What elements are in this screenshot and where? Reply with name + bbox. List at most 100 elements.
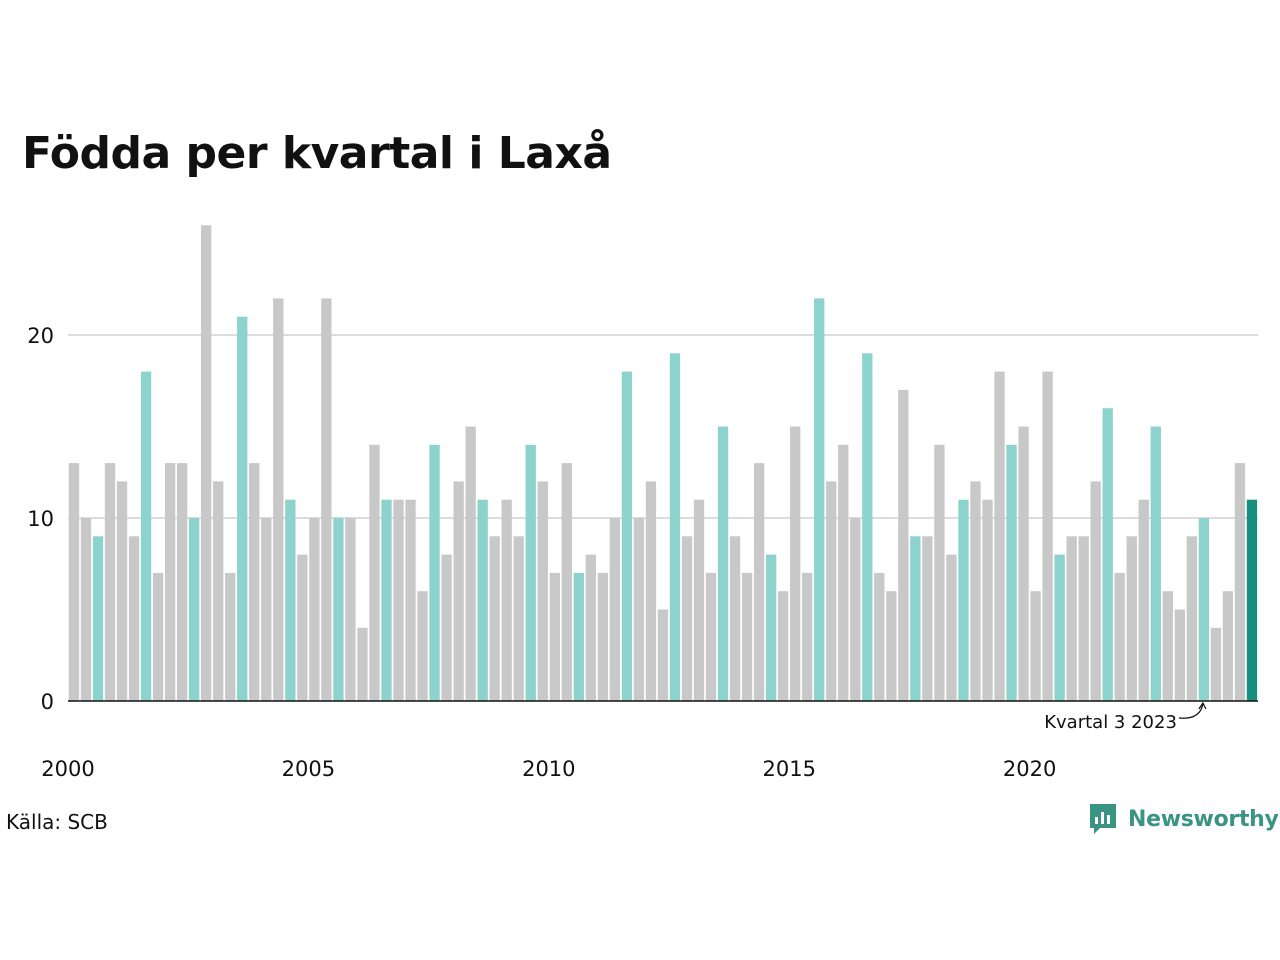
bar: [417, 591, 428, 701]
bar: [561, 463, 572, 701]
bar: [164, 463, 176, 701]
x-tick-label: 2010: [522, 757, 575, 781]
bar: [645, 481, 657, 701]
y-tick-label: 10: [27, 507, 54, 531]
bar: [1222, 591, 1234, 701]
bar: [597, 572, 609, 701]
chart-title: Födda per kvartal i Laxå: [22, 128, 612, 179]
bar: [225, 572, 236, 701]
bar: [357, 627, 368, 701]
bar: [693, 499, 705, 701]
bar-chart-speech-bubble-icon: [1090, 804, 1116, 834]
bar: [1246, 499, 1258, 701]
bar: [946, 554, 957, 701]
bar: [609, 518, 621, 701]
bar: [549, 572, 560, 701]
bar: [633, 518, 645, 701]
bar: [958, 499, 969, 701]
bar: [874, 572, 885, 701]
x-tick-label: 2005: [282, 757, 335, 781]
bar: [681, 536, 693, 701]
bar: [741, 572, 753, 701]
bar: [297, 554, 308, 701]
bar: [128, 536, 140, 701]
bar: [1186, 536, 1197, 701]
bar: [285, 499, 296, 701]
bar: [237, 316, 248, 701]
bar: [573, 572, 584, 701]
bar: [261, 518, 272, 701]
bar: [1078, 536, 1089, 701]
bar: [765, 554, 777, 701]
source-note: Källa: SCB: [6, 810, 108, 834]
bar: [585, 554, 596, 701]
bar: [537, 481, 548, 701]
bar: [1138, 499, 1149, 701]
bar: [862, 353, 873, 701]
bar: [345, 518, 356, 701]
bar: [405, 499, 416, 701]
bar: [213, 481, 224, 701]
bar: [68, 463, 80, 701]
y-axis: 0 10 20: [27, 324, 54, 714]
annotation-arrow: [1178, 701, 1207, 719]
bar: [669, 353, 681, 701]
annotation: Kvartal 3 2023: [1044, 701, 1207, 733]
bar: [1006, 444, 1017, 701]
bar: [80, 518, 92, 701]
bar: [838, 444, 849, 701]
bar: [273, 298, 284, 701]
bar: [1114, 572, 1125, 701]
bar: [441, 554, 452, 701]
bar: [513, 536, 524, 701]
bar: [994, 371, 1005, 701]
bar: [729, 536, 741, 701]
y-tick-label: 0: [41, 690, 54, 714]
bar: [826, 481, 837, 701]
bar: [1162, 591, 1173, 701]
bar-chart: 0 10 20 2000 2005 2010 2015 2020 Kvartal 3 202…: [27, 225, 1258, 781]
bar: [189, 518, 200, 701]
bar: [477, 499, 488, 701]
x-tick-label: 2000: [41, 757, 94, 781]
bars: [68, 225, 1258, 701]
bar: [705, 572, 717, 701]
bar: [116, 481, 128, 701]
bar: [1066, 536, 1077, 701]
bar: [369, 444, 380, 701]
bar: [970, 481, 981, 701]
bar: [1174, 609, 1185, 701]
x-tick-label: 2015: [762, 757, 815, 781]
bar: [1126, 536, 1137, 701]
x-axis: 2000 2005 2010 2015 2020: [41, 757, 1056, 781]
bar: [140, 371, 152, 701]
bar: [501, 499, 512, 701]
annotation-label: Kvartal 3 2023: [1044, 712, 1177, 733]
bar: [321, 298, 332, 701]
bar: [777, 591, 789, 701]
bar: [176, 463, 188, 701]
bar: [201, 225, 212, 701]
brand-name: Newsworthy: [1128, 806, 1279, 832]
bar: [525, 444, 536, 701]
bar: [1018, 426, 1029, 701]
bar: [1030, 591, 1041, 701]
bar: [1210, 627, 1222, 701]
bar: [104, 463, 116, 701]
bar: [934, 444, 945, 701]
brand-logo: Newsworthy: [1088, 802, 1279, 836]
bar: [489, 536, 500, 701]
bar: [814, 298, 825, 701]
bar: [1090, 481, 1101, 701]
bar: [92, 536, 104, 701]
bar: [309, 518, 320, 701]
bar: [1198, 518, 1210, 701]
bar: [393, 499, 404, 701]
bar: [898, 389, 909, 701]
bar: [1054, 554, 1065, 701]
bar: [249, 463, 260, 701]
bar: [886, 591, 897, 701]
bar: [1042, 371, 1053, 701]
bar: [717, 426, 729, 701]
bar: [657, 609, 669, 701]
